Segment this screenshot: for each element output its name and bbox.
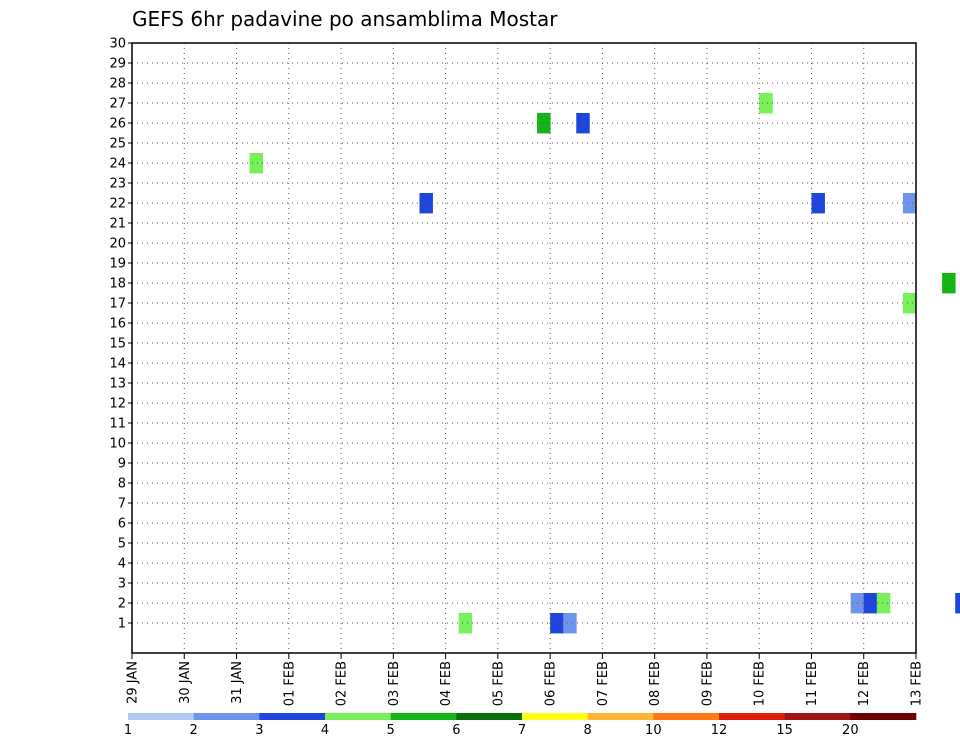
x-tick-label: 09 FEB — [700, 661, 715, 706]
heatmap-cell — [902, 293, 917, 314]
x-tick-label: 13 FEB — [910, 661, 925, 706]
x-tick-label: 10 FEB — [753, 661, 768, 706]
x-tick-label: 03 FEB — [387, 661, 402, 706]
x-tick-label: 02 FEB — [335, 661, 350, 706]
y-tick-label: 10 — [109, 437, 126, 452]
heatmap-cell — [576, 113, 590, 134]
y-tick-label: 4 — [118, 557, 126, 572]
colorbar-swatch — [325, 713, 391, 720]
x-tick-label: 07 FEB — [596, 661, 611, 706]
y-tick-label: 12 — [109, 397, 126, 412]
y-tick-label: 22 — [109, 197, 126, 212]
y-tick-label: 15 — [109, 337, 126, 352]
y-tick-label: 25 — [109, 137, 126, 152]
y-tick-label: 2 — [118, 597, 126, 612]
y-tick-label: 28 — [109, 77, 126, 92]
y-tick-label: 7 — [118, 497, 126, 512]
x-tick-label: 12 FEB — [857, 661, 872, 706]
heatmap-cell — [249, 153, 264, 174]
y-tick-label: 17 — [109, 297, 126, 312]
colorbar-swatch — [390, 713, 457, 720]
y-tick-label: 23 — [109, 177, 126, 192]
y-tick-label: 9 — [118, 457, 126, 472]
y-tick-label: 27 — [109, 97, 126, 112]
colorbar-tick-label: 4 — [321, 723, 329, 738]
x-tick-label: 05 FEB — [491, 661, 506, 706]
colorbar-tick-label: 5 — [387, 723, 395, 738]
y-tick-label: 19 — [109, 257, 126, 272]
heatmap-cell — [419, 193, 433, 214]
heatmap-cell — [458, 613, 473, 634]
dotted-grid — [132, 42, 916, 653]
heatmap-cell — [902, 193, 917, 214]
y-tick-label: 5 — [118, 537, 126, 552]
colorbar-tick-label: 8 — [584, 723, 592, 738]
y-tick-label: 3 — [118, 577, 126, 592]
y-tick-label: 30 — [109, 37, 126, 52]
colorbar-swatch — [259, 713, 326, 720]
y-tick-label: 16 — [109, 317, 126, 332]
heatmap-cell — [942, 273, 956, 294]
x-tick-label: 31 JAN — [230, 661, 245, 704]
x-tick-label: 01 FEB — [282, 661, 297, 706]
y-tick-label: 8 — [118, 477, 126, 492]
heatmap-cell — [811, 193, 825, 214]
y-tick-label: 1 — [118, 617, 126, 632]
y-tick-label: 13 — [109, 377, 126, 392]
y-tick-label: 18 — [109, 277, 126, 292]
y-tick-label: 26 — [109, 117, 126, 132]
heatmap-cell — [563, 613, 577, 634]
x-tick-label: 06 FEB — [544, 661, 559, 706]
colorbar-tick-label: 12 — [711, 723, 728, 738]
x-tick-label: 11 FEB — [805, 661, 820, 706]
heatmap-cells — [249, 93, 960, 634]
colorbar-swatch — [522, 713, 588, 720]
heatmap-cell — [537, 113, 551, 134]
heatmap-cell — [550, 613, 564, 634]
colorbar-swatch — [587, 713, 654, 720]
y-tick-label: 11 — [109, 417, 126, 432]
x-axis: 29 JAN 30 JAN 31 JAN 01 FEB 02 FEB 03 FEB 04 F… — [126, 653, 925, 706]
heatmap-cell — [876, 593, 891, 614]
colorbar-tick-label: 20 — [842, 723, 859, 738]
colorbar-tick-label: 15 — [776, 723, 793, 738]
colorbar-swatch — [850, 713, 917, 720]
colorbar-swatch — [719, 713, 785, 720]
y-tick-label: 24 — [109, 157, 126, 172]
x-tick-label: 08 FEB — [648, 661, 663, 706]
x-tick-label: 29 JAN — [126, 661, 141, 704]
colorbar-swatch — [784, 713, 851, 720]
colorbar-tick-label: 7 — [518, 723, 526, 738]
chart-title: GEFS 6hr padavine po ansamblima Mostar — [132, 7, 558, 31]
y-tick-label: 14 — [109, 357, 126, 372]
y-tick-label: 29 — [109, 57, 126, 72]
heatmap-cell — [759, 93, 773, 114]
colorbar-legend: 1 2 3 4 5 6 7 8 10 12 15 20 — [124, 713, 917, 738]
y-tick-label: 21 — [109, 217, 126, 232]
colorbar-tick-label: 3 — [255, 723, 263, 738]
y-tick-label: 6 — [118, 517, 126, 532]
x-tick-label: 30 JAN — [178, 661, 193, 704]
plot-frame — [131, 42, 917, 654]
colorbar-swatch — [456, 713, 523, 720]
y-tick-label: 20 — [109, 237, 126, 252]
x-tick-label: 04 FEB — [439, 661, 454, 706]
colorbar-tick-label: 6 — [452, 723, 460, 738]
colorbar-swatch — [128, 713, 194, 720]
y-axis: 1234567891011121314151617181920212223242… — [109, 37, 132, 632]
heatmap-cell — [955, 593, 960, 614]
colorbar-tick-label: 2 — [190, 723, 198, 738]
heatmap-cell — [863, 593, 878, 614]
colorbar-swatch — [193, 713, 260, 720]
colorbar-tick-label: 1 — [124, 723, 132, 738]
colorbar-tick-label: 10 — [645, 723, 662, 738]
colorbar-swatch — [653, 713, 720, 720]
